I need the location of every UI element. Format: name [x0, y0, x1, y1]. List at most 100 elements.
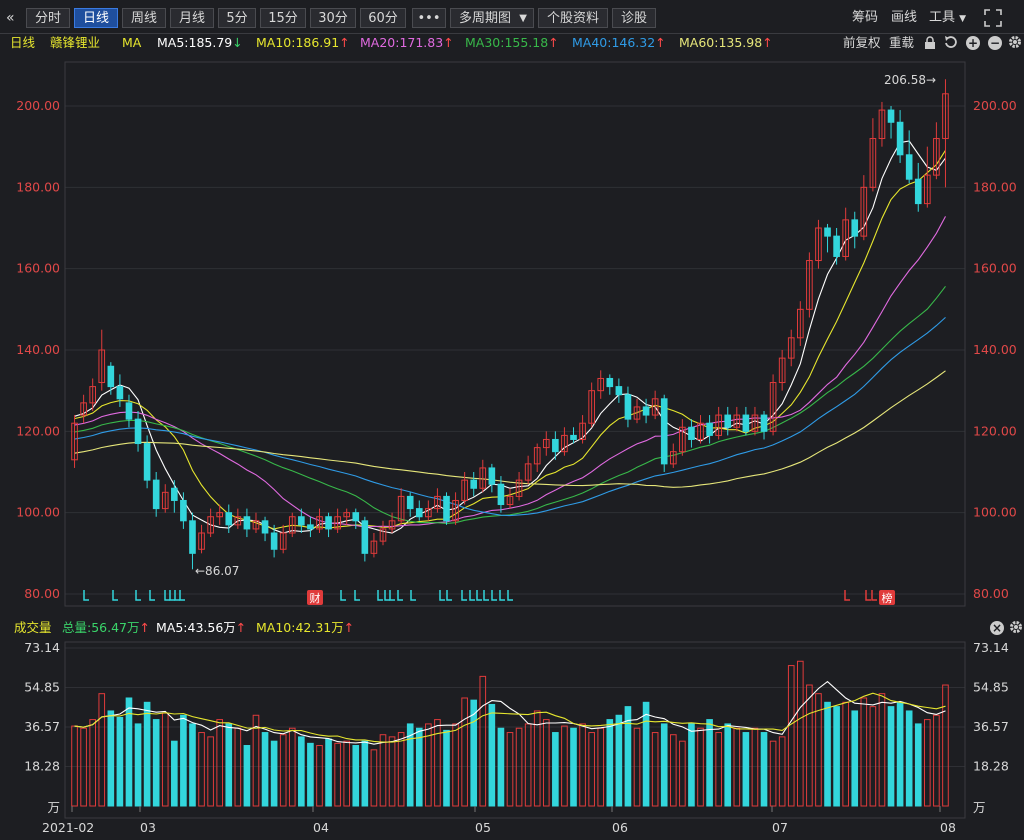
- tools-button[interactable]: 工具 ▼: [929, 8, 966, 28]
- volume-total: 总量:56.47万↑: [62, 619, 150, 636]
- volume-bar: [624, 706, 632, 807]
- candle-body: [924, 174, 931, 205]
- ma40-text: MA40:146.32: [572, 35, 656, 50]
- volume-bar: [851, 710, 859, 807]
- volume-bar: [833, 706, 840, 807]
- volume-bar: [724, 723, 732, 807]
- price-panel-frame: [64, 61, 966, 607]
- collapse-icon[interactable]: «: [6, 10, 15, 26]
- ma30-text: MA30:155.18: [465, 35, 549, 50]
- volume-bar: [561, 725, 568, 807]
- event-marker: [439, 590, 445, 601]
- volume-bar: [515, 727, 523, 807]
- candle-body: [552, 438, 559, 453]
- close-icon[interactable]: ×: [990, 621, 1004, 635]
- ma5-text: MA5:185.79: [157, 35, 233, 50]
- settings-icon[interactable]: [1009, 620, 1023, 638]
- volume-bar: [760, 732, 768, 807]
- stock-info-button[interactable]: 个股资料: [538, 8, 608, 28]
- volume-bar: [261, 732, 269, 807]
- volume-ma5: MA5:43.56万↑: [156, 619, 246, 636]
- volume-bar: [905, 710, 913, 807]
- volume-bar: [570, 727, 577, 807]
- volume-bar: [207, 736, 214, 807]
- chevron-down-icon: ▼: [959, 14, 967, 24]
- candle-body: [542, 438, 550, 449]
- candle-body: [379, 528, 387, 542]
- candle-body: [905, 154, 913, 180]
- volume-bar: [660, 723, 668, 807]
- zoom-in-icon[interactable]: +: [966, 36, 980, 50]
- candle-body: [724, 414, 732, 428]
- volume-bar: [806, 684, 813, 807]
- settings-icon[interactable]: [1008, 35, 1022, 54]
- ma30-value: MA30:155.18↑: [465, 34, 559, 52]
- volume-bar: [542, 719, 550, 807]
- volume-bar: [279, 734, 287, 807]
- undo-icon[interactable]: [944, 35, 958, 54]
- volume-axis: 73.14 73.14 54.85 54.85 36.57 36.57 18.28 18.28…: [24, 640, 1009, 815]
- price-tick-label: 180.00: [16, 179, 60, 194]
- volume-bar: [134, 723, 142, 807]
- candle-body: [334, 516, 341, 530]
- volume-bar: [751, 727, 759, 807]
- adjust-button[interactable]: 前复权: [843, 35, 881, 50]
- tab-60min[interactable]: 60分: [360, 8, 406, 28]
- ma-lines: [74, 140, 946, 534]
- ma60-line: [74, 370, 946, 488]
- chart-grid: [65, 105, 965, 768]
- toolbar-divider: [0, 33, 1024, 34]
- candle-body: [942, 93, 949, 140]
- event-marker: [384, 590, 390, 601]
- tab-30min[interactable]: 30分: [310, 8, 356, 28]
- tab-intraday[interactable]: 分时: [26, 8, 70, 28]
- candle-body: [415, 508, 423, 518]
- ma10-value: MA10:186.91↑: [256, 34, 350, 52]
- volume-bar: [434, 719, 441, 807]
- volume-bar: [406, 723, 414, 807]
- candle-body: [660, 398, 668, 465]
- volume-bar: [189, 723, 196, 807]
- candle-body: [715, 414, 722, 436]
- tab-weekly[interactable]: 周线: [122, 8, 166, 28]
- arrow-up-icon: ↑: [548, 35, 559, 50]
- lock-icon[interactable]: [924, 36, 936, 54]
- volume-bar: [669, 734, 677, 807]
- multi-period-dropdown[interactable]: 多周期图 ▼: [450, 8, 534, 28]
- ma20-value: MA20:171.83↑: [360, 34, 454, 52]
- volume-bar: [161, 712, 169, 807]
- candle-body: [787, 337, 795, 359]
- volume-tick-label-right: 54.85: [973, 680, 1009, 695]
- candle-body: [751, 414, 759, 432]
- candle-body: [370, 540, 378, 554]
- candle-body: [225, 512, 233, 526]
- draw-line-button[interactable]: 画线: [891, 10, 918, 25]
- volume-bar: [933, 714, 940, 807]
- x-tick-label: 03: [140, 820, 156, 835]
- volume-total-text: 总量:56.47万: [62, 620, 140, 635]
- zoom-out-icon[interactable]: −: [988, 36, 1002, 50]
- finance-tag: [307, 590, 323, 605]
- candle-body: [669, 451, 677, 465]
- expand-icon[interactable]: [984, 9, 1002, 29]
- candle-body: [506, 495, 514, 506]
- tab-daily[interactable]: 日线: [74, 8, 118, 28]
- more-periods-button[interactable]: •••: [412, 8, 446, 28]
- tab-15min[interactable]: 15分: [260, 8, 306, 28]
- chips-button[interactable]: 筹码: [852, 10, 879, 25]
- volume-ma10-text: MA10:42.31万: [256, 620, 344, 635]
- tab-monthly[interactable]: 月线: [170, 8, 214, 28]
- price-axis: 200.00 200.00 180.00 180.00 160.00 160.00 140.…: [16, 98, 1017, 601]
- volume-bar: [461, 697, 468, 807]
- diagnose-button[interactable]: 诊股: [612, 8, 656, 28]
- volume-bar: [307, 742, 314, 807]
- volume-bar: [860, 697, 868, 807]
- candle-body: [796, 308, 804, 339]
- volume-bar: [688, 723, 695, 807]
- event-marker: [461, 590, 467, 601]
- ma-label[interactable]: MA: [122, 35, 142, 50]
- tab-5min[interactable]: 5分: [218, 8, 256, 28]
- ma10-text: MA10:186.91: [256, 35, 340, 50]
- reload-button[interactable]: 重载: [889, 35, 915, 50]
